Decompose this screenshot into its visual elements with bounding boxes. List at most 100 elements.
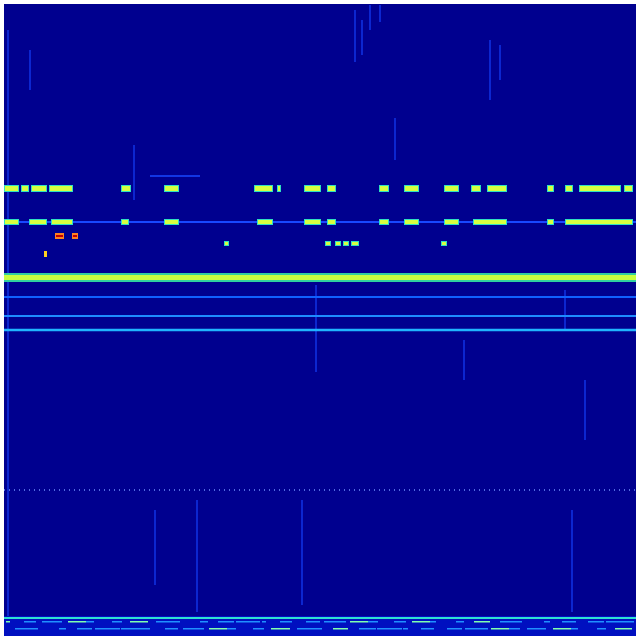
- noise: [42, 621, 62, 623]
- segment: [405, 186, 418, 191]
- segment: [488, 186, 506, 191]
- segment: [548, 220, 553, 224]
- noise: [253, 628, 264, 630]
- segment: [255, 186, 272, 191]
- segment: [566, 220, 632, 224]
- segment: [165, 186, 178, 191]
- segment: [380, 186, 388, 191]
- band: [4, 275, 636, 280]
- noise: [15, 628, 34, 630]
- noise: [280, 621, 292, 623]
- noise: [156, 621, 176, 623]
- noise: [121, 628, 146, 630]
- noise: [324, 621, 346, 623]
- noise: [456, 621, 464, 623]
- segment: [344, 242, 348, 245]
- segment: [326, 242, 330, 245]
- noise: [218, 621, 234, 623]
- segment: [328, 186, 335, 191]
- noise: [606, 621, 630, 623]
- noise: [527, 628, 546, 630]
- noise: [421, 628, 434, 630]
- segment: [258, 220, 272, 224]
- noise: [571, 628, 578, 630]
- segment: [22, 186, 28, 191]
- segment: [122, 186, 130, 191]
- noise: [6, 621, 10, 623]
- noise: [544, 621, 550, 623]
- segment: [566, 186, 572, 191]
- noise: [77, 628, 92, 630]
- noise: [518, 621, 522, 623]
- noise: [500, 621, 518, 623]
- noise: [95, 628, 118, 630]
- noise: [297, 628, 318, 630]
- noise: [306, 621, 320, 623]
- noise: [68, 621, 90, 623]
- noise: [209, 628, 232, 630]
- hot-core: [56, 235, 63, 237]
- segment: [328, 220, 335, 224]
- noise: [165, 628, 178, 630]
- noise: [236, 621, 260, 623]
- noise: [227, 628, 236, 630]
- segment: [352, 242, 358, 245]
- noise: [315, 628, 322, 630]
- noise: [59, 628, 66, 630]
- noise: [359, 628, 376, 630]
- noise: [200, 621, 208, 623]
- noise: [262, 621, 266, 623]
- segment: [278, 186, 280, 191]
- noise: [615, 628, 632, 630]
- background: [4, 4, 636, 636]
- segment: [445, 220, 458, 224]
- segment: [5, 220, 18, 224]
- noise: [403, 628, 408, 630]
- noise: [588, 621, 604, 623]
- noise: [183, 628, 204, 630]
- segment: [405, 220, 418, 224]
- noise: [412, 621, 432, 623]
- noise: [271, 628, 290, 630]
- noise: [86, 621, 94, 623]
- noise: [333, 628, 348, 630]
- noise: [430, 621, 436, 623]
- segment: [336, 242, 340, 245]
- segment: [165, 220, 178, 224]
- noise: [394, 621, 406, 623]
- segment: [472, 186, 480, 191]
- segment: [625, 186, 632, 191]
- hot-core: [73, 235, 77, 237]
- noise: [24, 621, 36, 623]
- segment: [32, 186, 46, 191]
- noise: [139, 628, 150, 630]
- segment: [305, 186, 320, 191]
- noise: [112, 621, 122, 623]
- segment: [380, 220, 388, 224]
- segment: [30, 220, 46, 224]
- segment: [580, 186, 620, 191]
- segment: [122, 220, 128, 224]
- noise: [624, 621, 634, 623]
- segment: [225, 242, 228, 245]
- segment: [5, 186, 18, 191]
- segment: [442, 242, 446, 245]
- noise: [377, 628, 402, 630]
- noise: [553, 628, 574, 630]
- noise: [509, 628, 520, 630]
- noise: [465, 628, 488, 630]
- segment: [52, 220, 72, 224]
- noise: [368, 621, 378, 623]
- noise: [447, 628, 462, 630]
- noise: [474, 621, 490, 623]
- noise: [491, 628, 516, 630]
- noise: [174, 621, 180, 623]
- noise: [597, 628, 606, 630]
- noise: [130, 621, 148, 623]
- segment: [445, 186, 458, 191]
- spot: [44, 251, 47, 257]
- segment: [548, 186, 553, 191]
- segment: [50, 186, 72, 191]
